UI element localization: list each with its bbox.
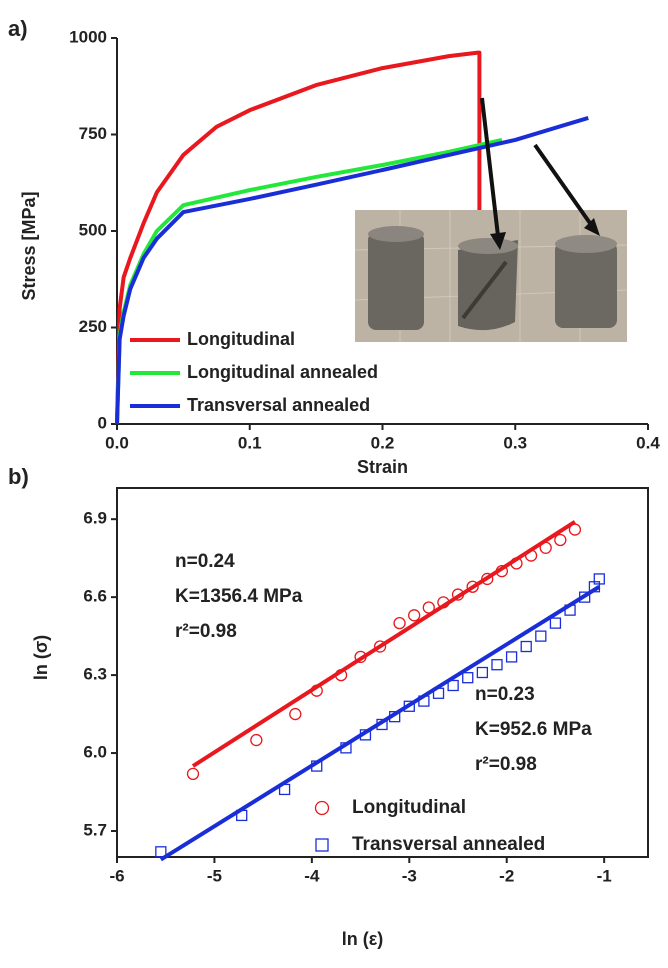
specimen [555,242,617,328]
data-point [536,631,546,641]
data-point [251,735,262,746]
data-point [423,602,434,613]
y-tick-label: 5.7 [83,820,107,839]
annotation: n=0.23 [475,684,535,705]
legend-label: Longitudinal [352,797,466,818]
y-tick-label: 6.6 [83,587,107,606]
legend-label: Longitudinal [187,329,295,349]
y-axis-title: ln (σ) [31,635,51,680]
data-point [540,542,551,553]
x-tick-label: -4 [304,866,320,885]
legend-swatch [316,839,328,851]
data-point [492,660,502,670]
x-tick-label: 0.3 [503,433,527,452]
y-tick-label: 500 [79,220,107,239]
x-tick-label: -3 [402,866,417,885]
specimen-top [555,235,617,253]
y-tick-label: 6.0 [83,743,107,762]
annotation: r²=0.98 [475,754,537,775]
y-tick-label: 250 [79,317,107,336]
x-tick-label: -2 [499,866,514,885]
panel-label: a) [8,16,28,41]
annotation: K=952.6 MPa [475,719,592,740]
x-tick-label: 0.0 [105,433,129,452]
x-tick-label: 0.4 [636,433,660,452]
specimen-photo [355,98,627,342]
legend-label: Transversal annealed [352,834,545,855]
annotation: n=0.24 [175,551,235,572]
specimen [368,232,424,330]
x-tick-label: -6 [109,866,124,885]
data-point [290,709,301,720]
y-axis-title: Stress [MPa] [19,191,39,300]
y-tick-label: 1000 [69,27,107,46]
x-tick-label: -1 [597,866,612,885]
panel-label: b) [8,464,29,489]
x-tick-label: 0.2 [371,433,395,452]
y-tick-label: 6.3 [83,665,107,684]
data-point [555,534,566,545]
data-point [187,768,198,779]
x-axis-title: Strain [357,457,408,477]
legend-swatch [316,802,329,815]
y-tick-label: 6.9 [83,509,107,528]
specimen-top [368,226,424,242]
data-point [463,673,473,683]
x-axis-title: ln (ε) [342,929,384,949]
data-point [507,652,517,662]
data-point [477,668,487,678]
annotation: r²=0.98 [175,621,237,642]
y-tick-label: 750 [79,124,107,143]
x-tick-label: 0.1 [238,433,262,452]
figure: a) 0.0 0.1 0.2 0.3 0.4 0 250 500 750 1000 Strain Str… [0,0,668,968]
annotation: K=1356.4 MPa [175,586,303,607]
data-point [409,610,420,621]
legend-label: Longitudinal annealed [187,362,378,382]
data-point [394,618,405,629]
x-tick-label: -5 [207,866,222,885]
y-tick-label: 0 [98,413,107,432]
data-point [550,618,560,628]
data-point [521,642,531,652]
data-point [569,524,580,535]
legend-label: Transversal annealed [187,395,370,415]
specimen-top [458,238,518,254]
